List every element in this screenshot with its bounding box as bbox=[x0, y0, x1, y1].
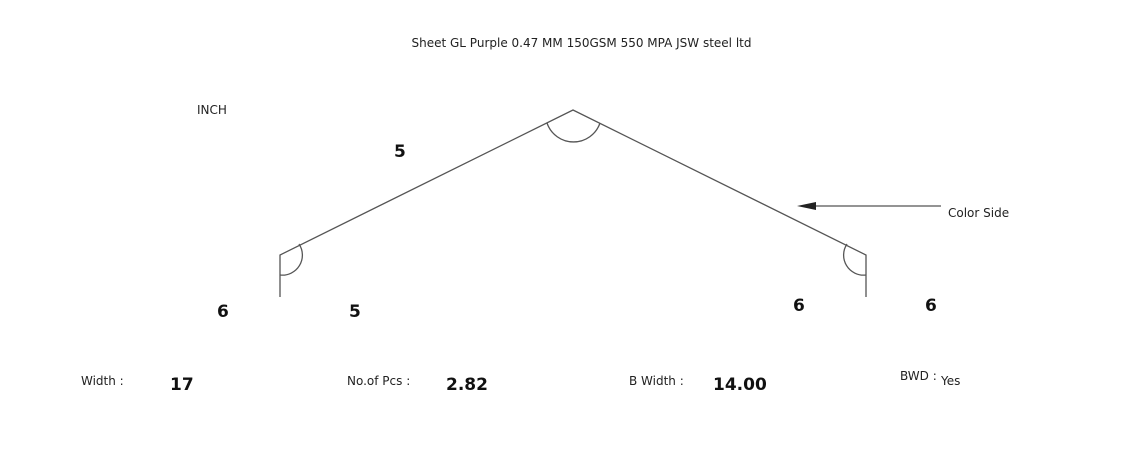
width-label: Width : bbox=[81, 374, 124, 388]
color-side-label: Color Side bbox=[948, 206, 1010, 220]
left-bottom-dimension: 5 bbox=[349, 302, 361, 322]
no-of-pcs-label: No.of Pcs : bbox=[347, 374, 411, 388]
right-bottom-dimension: 6 bbox=[925, 296, 937, 316]
unit-label: INCH bbox=[197, 103, 227, 117]
apex-angle-arc bbox=[546, 122, 601, 143]
right-leg-dimension: 6 bbox=[793, 296, 805, 316]
left-slope-dimension: 5 bbox=[394, 142, 406, 162]
left-angle-arc bbox=[279, 243, 304, 276]
right-angle-arc bbox=[842, 243, 867, 276]
left-leg-dimension: 6 bbox=[217, 302, 229, 322]
bwd-value: Yes bbox=[941, 374, 961, 388]
b-width-value: 14.00 bbox=[713, 375, 767, 395]
bwd-label: BWD : bbox=[900, 369, 937, 383]
width-value: 17 bbox=[170, 375, 194, 395]
color-side-arrow-head bbox=[797, 202, 816, 210]
b-width-label: B Width : bbox=[629, 374, 684, 388]
sheet-profile-line bbox=[279, 109, 867, 297]
sheet-title: Sheet GL Purple 0.47 MM 150GSM 550 MPA J… bbox=[411, 36, 752, 50]
no-of-pcs-value: 2.82 bbox=[446, 375, 488, 395]
